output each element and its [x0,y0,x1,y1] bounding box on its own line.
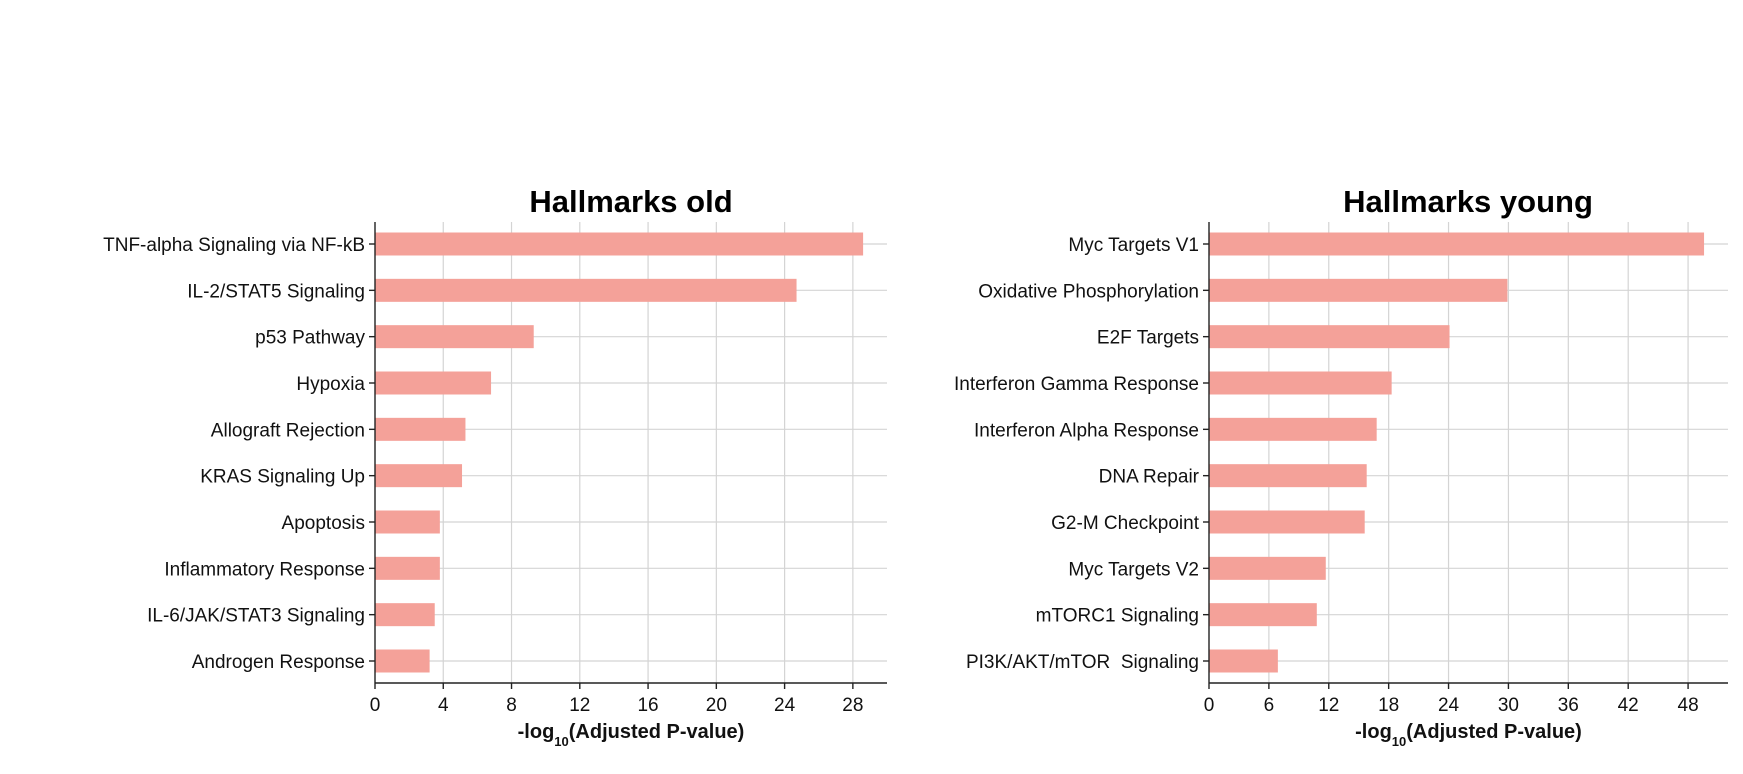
x-tick-label-6: 24 [774,695,796,716]
category-label-5: KRAS Signaling Up [200,467,365,488]
chart-panel-hallmarks-young: Myc Targets V1 Oxidative Phosphorylation E… [954,184,1728,749]
x-tick-label-5: 20 [706,695,727,716]
x-tick-label-1: 4 [438,695,449,716]
category-label-5: DNA Repair [1099,467,1200,488]
category-label-0: TNF-alpha Signaling via NF-kB [103,235,365,256]
category-label-7: Myc Targets V2 [1068,559,1199,580]
category-label-2: E2F Targets [1097,328,1199,349]
x-tick-label-6: 36 [1558,695,1579,716]
bar-4 [375,417,466,441]
x-tick-label-1: 6 [1264,695,1275,716]
x-tick-label-3: 12 [569,695,590,716]
category-label-0: Myc Targets V1 [1068,235,1199,256]
x-tick-label-4: 16 [637,695,658,716]
bar-8 [375,603,435,627]
category-label-1: IL-2/STAT5 Signaling [187,281,365,302]
bar-2 [375,325,534,349]
x-axis-label-prefix: -log [518,721,555,743]
x-axis-label-suffix: (Adjusted P-value) [1406,721,1582,743]
x-tick-label-5: 30 [1498,695,1519,716]
x-tick-label-4: 24 [1438,695,1460,716]
bar-3 [1209,371,1392,395]
bar-9 [375,649,430,673]
bar-5 [375,464,463,488]
x-tick-label-7: 42 [1618,695,1639,716]
x-tick-label-0: 0 [1204,695,1215,716]
category-label-3: Interferon Gamma Response [954,374,1199,395]
category-label-9: PI3K/AKT/mTOR Signaling [966,652,1199,673]
bar-6 [1209,510,1365,534]
bar-5 [1209,464,1367,488]
x-axis-label-suffix: (Adjusted P-value) [569,721,745,743]
x-tick-label-0: 0 [370,695,381,716]
category-label-8: mTORC1 Signaling [1036,606,1199,627]
bar-0 [375,232,864,256]
x-tick-label-2: 8 [506,695,517,716]
bar-6 [375,510,440,534]
bar-0 [1209,232,1705,256]
x-tick-label-3: 18 [1378,695,1399,716]
bar-7 [1209,556,1326,580]
bar-1 [1209,278,1508,302]
x-axis-label-subscript: 10 [1392,734,1406,749]
bar-7 [375,556,440,580]
category-label-6: G2-M Checkpoint [1051,513,1200,534]
bar-4 [1209,417,1377,441]
x-axis-label-subscript: 10 [554,734,568,749]
bar-2 [1209,325,1450,349]
chart-panel-hallmarks-old: TNF-alpha Signaling via NF-kB IL-2/STAT5 … [103,184,887,749]
x-tick-label-8: 48 [1678,695,1699,716]
x-axis-label-prefix: -log [1355,721,1392,743]
x-axis-label: -log10(Adjusted P-value) [518,721,745,749]
category-label-7: Inflammatory Response [164,559,365,580]
x-tick-label-7: 28 [842,695,863,716]
category-label-4: Interferon Alpha Response [974,420,1199,441]
category-label-9: Androgen Response [192,652,365,673]
bar-8 [1209,603,1317,627]
chart-title: Hallmarks young [1343,184,1593,219]
bar-9 [1209,649,1278,673]
category-label-4: Allograft Rejection [211,420,365,441]
bar-1 [375,278,797,302]
category-label-6: Apoptosis [282,513,365,534]
chart-title: Hallmarks old [529,184,732,219]
category-label-2: p53 Pathway [255,328,365,349]
bar-3 [375,371,492,395]
category-label-3: Hypoxia [296,374,365,395]
category-label-1: Oxidative Phosphorylation [978,281,1199,302]
category-label-8: IL-6/JAK/STAT3 Signaling [147,606,365,627]
x-axis-label: -log10(Adjusted P-value) [1355,721,1582,749]
x-tick-label-2: 12 [1318,695,1339,716]
